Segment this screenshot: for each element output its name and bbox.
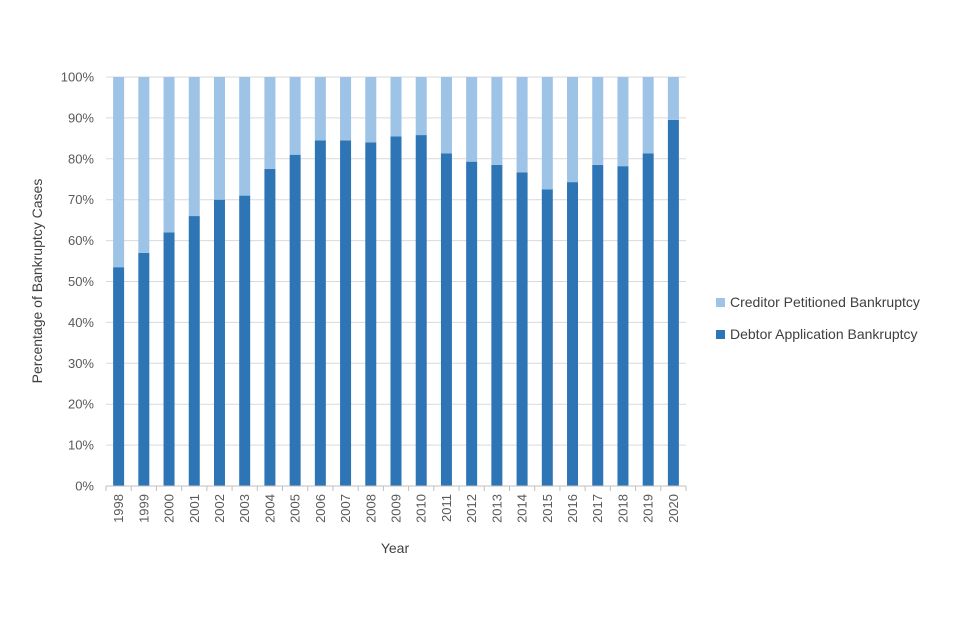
x-tick-label: 2007	[338, 494, 353, 523]
bar-creditor-petitioned	[264, 77, 276, 170]
bar-creditor-petitioned	[314, 77, 326, 141]
x-tick-label: 2008	[363, 494, 378, 523]
bar-debtor-application	[289, 154, 301, 486]
legend: Creditor Petitioned Bankruptcy Debtor App…	[716, 294, 920, 342]
x-tick-label: 1999	[136, 494, 151, 523]
bar-debtor-application	[188, 216, 200, 486]
bar-debtor-application	[163, 232, 175, 486]
bar-debtor-application	[390, 136, 402, 486]
x-tick-label: 2010	[414, 494, 429, 523]
y-tick-label: 80%	[68, 151, 94, 166]
x-tick-label: 2015	[540, 494, 555, 523]
x-tick-label: 2000	[162, 494, 177, 523]
axes	[105, 485, 687, 491]
bar-creditor-petitioned	[365, 77, 377, 143]
bar-creditor-petitioned	[340, 77, 352, 141]
x-tick-label: 2003	[237, 494, 252, 523]
x-tick-label: 2005	[288, 494, 303, 523]
bar-debtor-application	[541, 189, 553, 487]
x-tick-label: 2009	[389, 494, 404, 523]
bar-creditor-petitioned	[617, 77, 629, 167]
bar-debtor-application	[113, 267, 125, 486]
bar-debtor-application	[516, 172, 528, 487]
y-tick-label: 10%	[68, 438, 94, 453]
bar-debtor-application	[617, 166, 629, 486]
bar-creditor-petitioned	[516, 77, 528, 173]
bars	[113, 77, 679, 487]
x-tick-label: 2020	[666, 494, 681, 523]
bar-debtor-application	[138, 252, 150, 486]
y-axis-title: Percentage of Bankruptcy Cases	[29, 179, 45, 384]
legend-label: Creditor Petitioned Bankruptcy	[730, 294, 920, 310]
bar-debtor-application	[340, 140, 352, 486]
bar-debtor-application	[592, 164, 604, 486]
bar-creditor-petitioned	[113, 77, 125, 268]
x-tick-label: 2019	[641, 494, 656, 523]
y-tick-label: 20%	[68, 397, 94, 412]
y-tick-label: 100%	[61, 70, 95, 85]
bar-debtor-application	[415, 135, 427, 486]
bar-debtor-application	[264, 169, 276, 486]
bar-debtor-application	[314, 140, 326, 486]
bar-creditor-petitioned	[289, 77, 301, 155]
bar-creditor-petitioned	[415, 77, 427, 136]
x-tick-label: 2017	[590, 494, 605, 523]
legend-label: Debtor Application Bankruptcy	[730, 326, 918, 342]
x-tick-label: 2001	[187, 494, 202, 523]
bar-creditor-petitioned	[138, 77, 150, 253]
bar-debtor-application	[365, 142, 377, 486]
y-tick-labels: 0% 10% 20% 30% 40% 50% 60% 70% 80% 90% 100%	[61, 70, 95, 494]
x-tick-label: 2014	[515, 494, 530, 523]
legend-swatch	[716, 330, 725, 339]
bar-debtor-application	[466, 161, 478, 486]
bar-creditor-petitioned	[163, 77, 175, 233]
y-tick-label: 40%	[68, 315, 94, 330]
bar-creditor-petitioned	[667, 77, 679, 120]
x-tick-label: 2018	[615, 494, 630, 523]
x-tick-label: 2011	[439, 494, 454, 522]
bar-debtor-application	[239, 195, 251, 487]
x-tick-label: 2016	[565, 494, 580, 523]
x-tick-label: 2002	[212, 494, 227, 523]
x-tick-label: 2004	[262, 494, 277, 523]
x-tick-label: 2013	[489, 494, 504, 523]
bar-debtor-application	[667, 119, 679, 486]
bar-creditor-petitioned	[541, 77, 553, 190]
x-axis-title: Year	[381, 540, 410, 556]
y-tick-label: 60%	[68, 233, 94, 248]
legend-swatch	[716, 298, 725, 307]
y-tick-label: 30%	[68, 356, 94, 371]
bar-creditor-petitioned	[390, 77, 402, 137]
bar-creditor-petitioned	[592, 77, 604, 165]
y-tick-label: 50%	[68, 274, 94, 289]
bar-creditor-petitioned	[642, 77, 654, 154]
x-tick-label: 1998	[111, 494, 126, 523]
bar-creditor-petitioned	[440, 77, 452, 154]
y-tick-label: 90%	[68, 110, 94, 125]
bar-creditor-petitioned	[567, 77, 579, 183]
bar-debtor-application	[440, 153, 452, 487]
x-tick-label: 2006	[313, 494, 328, 523]
bar-debtor-application	[642, 153, 654, 487]
bar-debtor-application	[567, 182, 579, 487]
y-tick-label: 0%	[75, 479, 94, 494]
bar-debtor-application	[491, 164, 503, 486]
x-tick-labels: 1998 1999 2000 2001 2002 2003 2004 2005 2006 2007…	[111, 494, 681, 523]
bar-creditor-petitioned	[188, 77, 200, 217]
bar-creditor-petitioned	[466, 77, 478, 162]
bar-creditor-petitioned	[239, 77, 251, 196]
x-tick-label: 2012	[464, 494, 479, 523]
bar-creditor-petitioned	[213, 77, 225, 200]
y-tick-label: 70%	[68, 192, 94, 207]
bar-creditor-petitioned	[491, 77, 503, 165]
bar-debtor-application	[213, 199, 225, 486]
